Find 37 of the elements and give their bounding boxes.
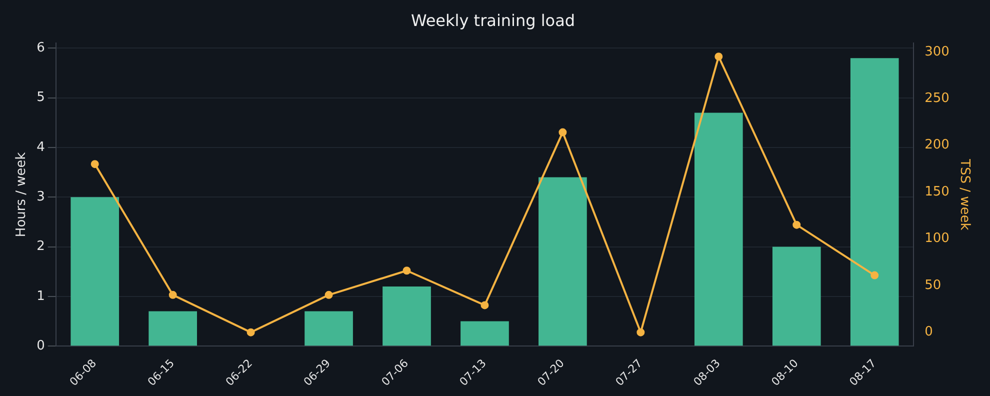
point (324, 290, 333, 299)
point (870, 271, 879, 280)
chart-title: Weekly training load (410, 10, 576, 30)
point (714, 52, 723, 61)
y-tick-label: 1 (36, 288, 45, 304)
y-tick-label: 0 (36, 338, 45, 354)
point (402, 266, 411, 275)
bar (772, 246, 821, 346)
point (90, 160, 99, 168)
bar (460, 321, 509, 346)
y2-tick-label: 200 (924, 138, 950, 153)
y-tick-label: 4 (36, 140, 45, 155)
y2-tick-label: 0 (924, 324, 933, 340)
y2-tick-label: 250 (924, 91, 950, 106)
point (168, 290, 177, 299)
bar (694, 112, 743, 346)
y-tick-label: 5 (36, 90, 45, 106)
y-tick-label: 3 (36, 189, 45, 204)
y2-tick-label: 150 (924, 184, 950, 200)
y-tick-label: 2 (36, 239, 45, 254)
point (480, 301, 489, 310)
y-axis-title: Hours / week (14, 152, 30, 238)
point (558, 128, 567, 136)
bar (70, 197, 120, 346)
bar (538, 177, 587, 346)
y2-tick-label: 300 (924, 44, 950, 60)
bar (148, 311, 198, 346)
y-tick-label: 6 (36, 40, 45, 56)
y2-tick-label: 50 (924, 278, 942, 293)
y2-axis-title: TSS / week (956, 158, 972, 231)
point (636, 328, 645, 336)
bar (850, 58, 899, 346)
point (246, 328, 255, 336)
bar (382, 286, 431, 346)
bar (304, 311, 353, 346)
point (792, 220, 801, 229)
y2-tick-label: 100 (924, 231, 950, 246)
